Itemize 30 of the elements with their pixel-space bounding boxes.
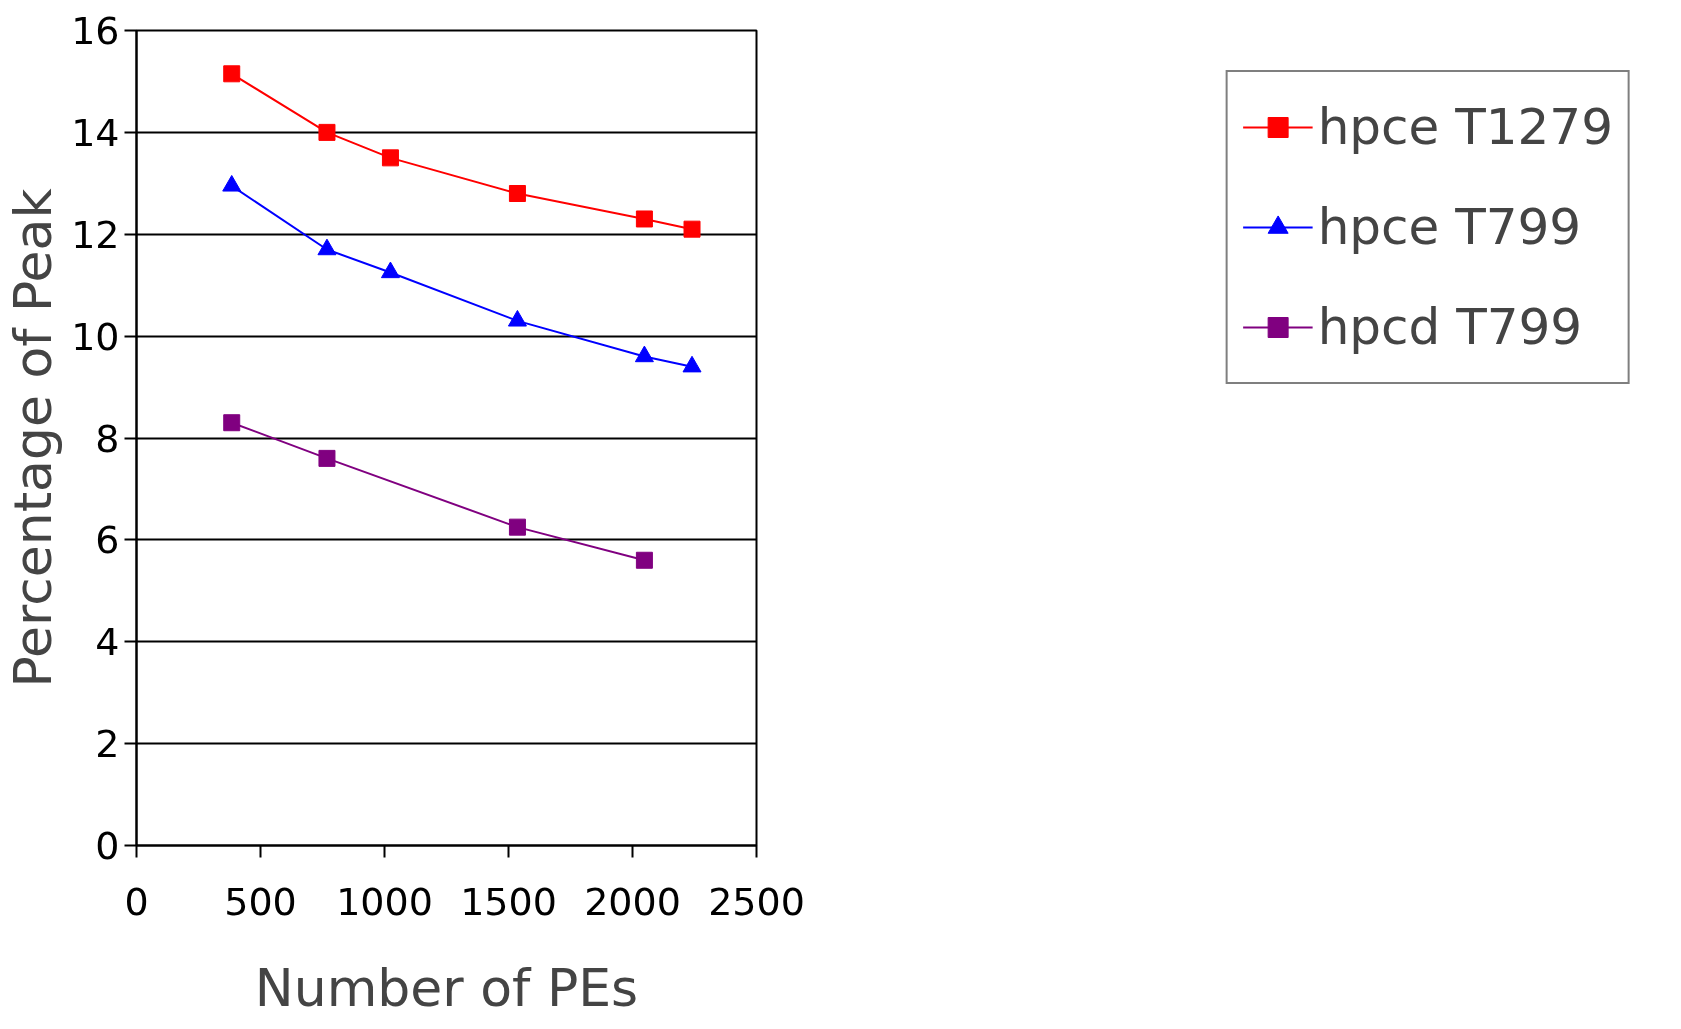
- y-axis-title: Percentage of Peak: [3, 188, 64, 688]
- y-tick-label: 4: [95, 620, 120, 665]
- point: [318, 123, 336, 141]
- point: [635, 210, 653, 228]
- point: [223, 65, 241, 83]
- x-tick-label: 1000: [336, 879, 433, 924]
- legend-label: hpce T799: [1317, 197, 1582, 258]
- point: [223, 414, 241, 432]
- y-tick-label: 6: [95, 518, 120, 563]
- point: [508, 518, 526, 536]
- y-tick-label: 2: [95, 722, 120, 767]
- x-tick-label: 2500: [708, 879, 805, 924]
- y-tick-label: 16: [71, 9, 120, 53]
- y-tick-label: 8: [95, 416, 120, 461]
- x-axis-title: Number of PEs: [254, 957, 639, 1018]
- point: [318, 449, 336, 467]
- x-tick-label: 0: [124, 879, 149, 924]
- y-tick-label: 14: [71, 110, 120, 155]
- y-tick-label: 12: [71, 212, 120, 257]
- point: [683, 220, 701, 238]
- legend-label: hpce T1279: [1317, 97, 1613, 158]
- point: [508, 185, 526, 202]
- x-tick-label: 2000: [584, 879, 681, 924]
- point: [635, 551, 653, 569]
- y-tick-label: 10: [71, 314, 120, 359]
- legend-label: hpcd T799: [1317, 297, 1583, 358]
- point: [381, 149, 399, 167]
- y-tick-label: 0: [95, 824, 120, 868]
- x-tick-label: 1500: [460, 879, 557, 924]
- x-tick-label: 500: [224, 879, 297, 924]
